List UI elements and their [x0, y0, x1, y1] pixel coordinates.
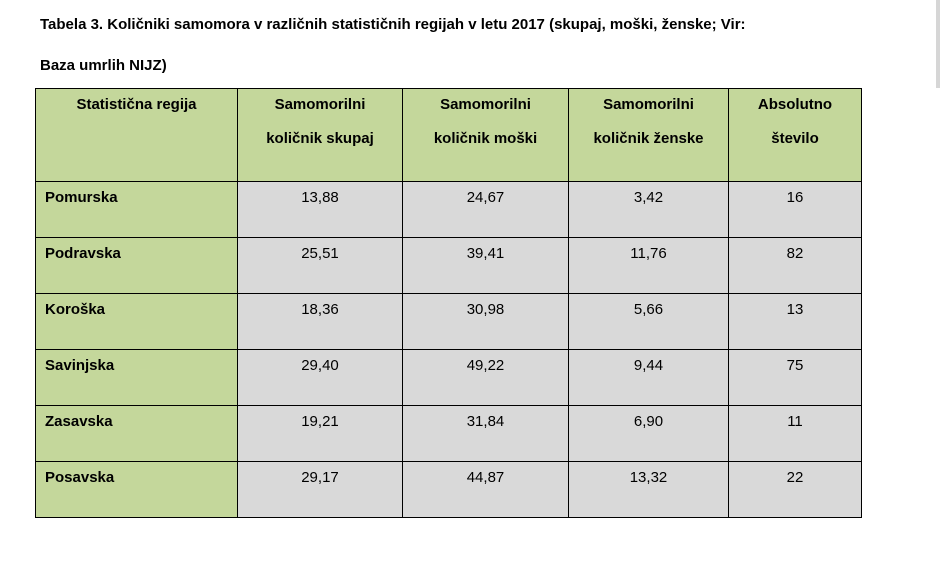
cell-absolute-number: 13 [728, 293, 862, 350]
cell-quotient-female: 13,32 [568, 461, 729, 518]
page-edge-artifact [936, 0, 940, 88]
cell-absolute-number: 16 [728, 181, 862, 238]
table-caption-line1: Tabela 3. Količniki samomora v različnih… [40, 16, 746, 33]
header-quotient-male-line2: količnik moški [433, 130, 538, 147]
table-row: Savinjska 29,40 49,22 9,44 75 [35, 349, 862, 406]
header-region: Statistična regija [35, 88, 238, 182]
header-row: Statistična regija Samomorilni količnik … [35, 88, 862, 182]
cell-quotient-male: 31,84 [402, 405, 569, 462]
header-quotient-female-line1: Samomorilni [603, 96, 694, 113]
cell-region: Pomurska [35, 181, 238, 238]
cell-region: Podravska [35, 237, 238, 294]
cell-quotient-male: 30,98 [402, 293, 569, 350]
table-row: Koroška 18,36 30,98 5,66 13 [35, 293, 862, 350]
header-absolute-number-line2: število [771, 130, 819, 147]
table-row: Posavska 29,17 44,87 13,32 22 [35, 461, 862, 518]
table-body: Pomurska 13,88 24,67 3,42 16 Podravska 2… [35, 181, 862, 518]
cell-quotient-total: 29,40 [237, 349, 403, 406]
cell-absolute-number: 82 [728, 237, 862, 294]
cell-region: Savinjska [35, 349, 238, 406]
table-row: Pomurska 13,88 24,67 3,42 16 [35, 181, 862, 238]
header-quotient-male-line1: Samomorilni [440, 96, 531, 113]
cell-absolute-number: 75 [728, 349, 862, 406]
cell-absolute-number: 11 [728, 405, 862, 462]
header-absolute-number: Absolutno število [728, 88, 862, 182]
table-row: Zasavska 19,21 31,84 6,90 11 [35, 405, 862, 462]
cell-quotient-male: 44,87 [402, 461, 569, 518]
table-caption-line2: Baza umrlih NIJZ) [40, 57, 167, 74]
header-quotient-female: Samomorilni količnik ženske [568, 88, 729, 182]
header-quotient-female-line2: količnik ženske [593, 130, 704, 147]
suicide-statistics-table: Statistična regija Samomorilni količnik … [35, 88, 862, 518]
cell-region: Zasavska [35, 405, 238, 462]
header-quotient-total: Samomorilni količnik skupaj [237, 88, 403, 182]
cell-quotient-female: 11,76 [568, 237, 729, 294]
cell-quotient-male: 24,67 [402, 181, 569, 238]
cell-quotient-total: 25,51 [237, 237, 403, 294]
header-quotient-male: Samomorilni količnik moški [402, 88, 569, 182]
header-quotient-total-line2: količnik skupaj [266, 130, 374, 147]
cell-quotient-total: 13,88 [237, 181, 403, 238]
cell-quotient-total: 18,36 [237, 293, 403, 350]
header-absolute-number-line1: Absolutno [757, 96, 833, 113]
header-region-line1: Statistična regija [76, 96, 197, 113]
cell-quotient-male: 49,22 [402, 349, 569, 406]
header-quotient-total-line1: Samomorilni [274, 96, 366, 113]
cell-quotient-female: 9,44 [568, 349, 729, 406]
cell-quotient-female: 3,42 [568, 181, 729, 238]
cell-quotient-total: 29,17 [237, 461, 403, 518]
cell-quotient-female: 6,90 [568, 405, 729, 462]
cell-absolute-number: 22 [728, 461, 862, 518]
cell-quotient-total: 19,21 [237, 405, 403, 462]
cell-region: Koroška [35, 293, 238, 350]
cell-quotient-male: 39,41 [402, 237, 569, 294]
cell-quotient-female: 5,66 [568, 293, 729, 350]
cell-region: Posavska [35, 461, 238, 518]
table-row: Podravska 25,51 39,41 11,76 82 [35, 237, 862, 294]
